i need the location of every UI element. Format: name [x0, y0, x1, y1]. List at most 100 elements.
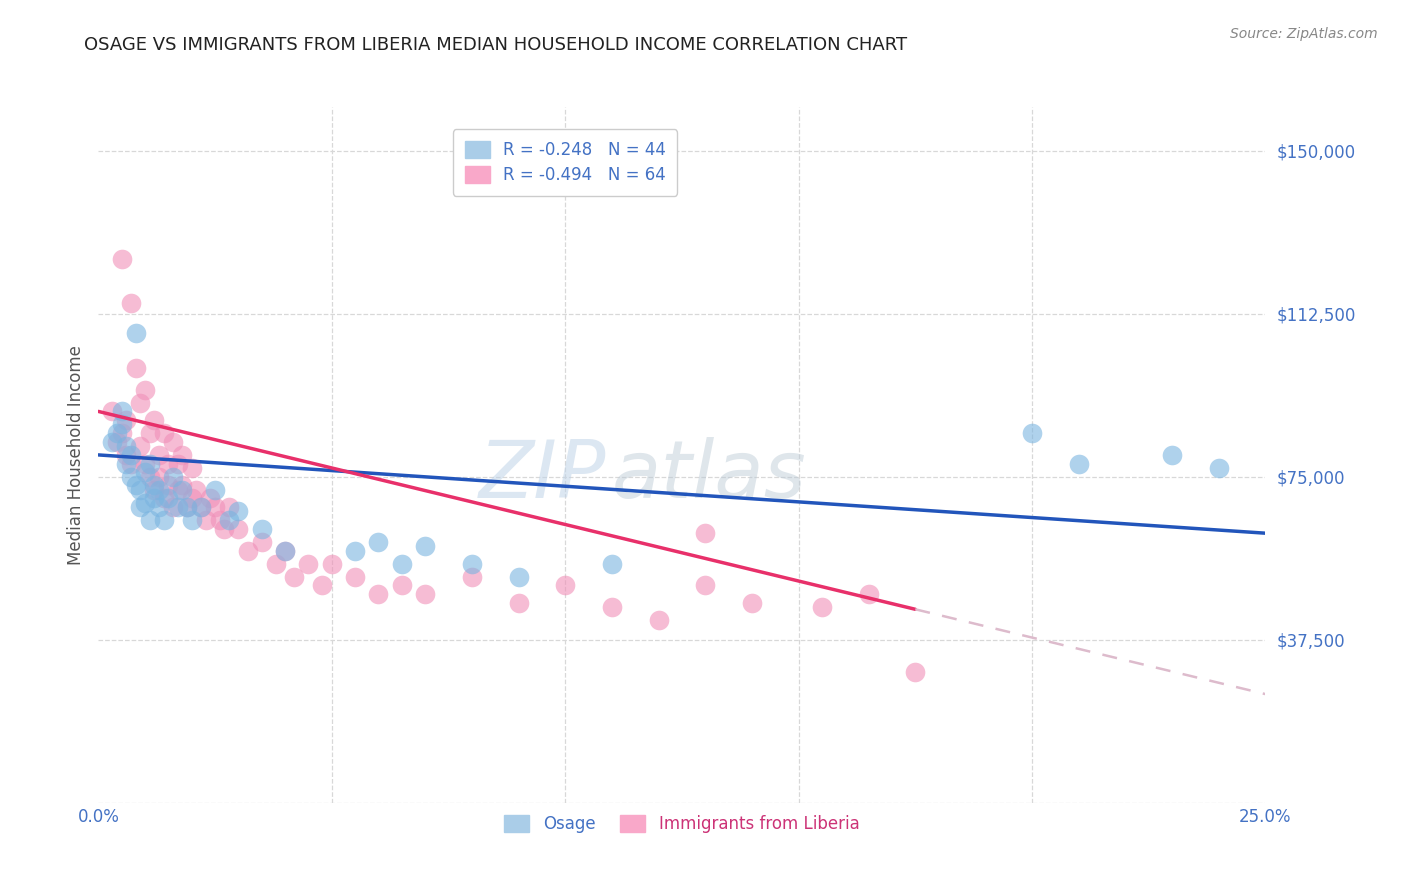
- Point: [1208, 461, 1230, 475]
- Point: [1021, 426, 1043, 441]
- Point: [111, 417, 134, 432]
- Y-axis label: Median Household Income: Median Household Income: [66, 345, 84, 565]
- Point: [129, 483, 152, 497]
- Point: [647, 613, 669, 627]
- Point: [162, 469, 184, 483]
- Point: [321, 557, 343, 571]
- Point: [139, 513, 162, 527]
- Point: [115, 439, 138, 453]
- Point: [129, 500, 152, 514]
- Text: OSAGE VS IMMIGRANTS FROM LIBERIA MEDIAN HOUSEHOLD INCOME CORRELATION CHART: OSAGE VS IMMIGRANTS FROM LIBERIA MEDIAN …: [84, 36, 907, 54]
- Point: [204, 500, 226, 514]
- Text: ZIP: ZIP: [478, 437, 606, 515]
- Point: [152, 491, 174, 506]
- Point: [391, 557, 413, 571]
- Point: [274, 543, 297, 558]
- Point: [105, 426, 128, 441]
- Point: [508, 596, 530, 610]
- Point: [218, 500, 240, 514]
- Point: [148, 500, 170, 514]
- Point: [111, 252, 134, 267]
- Point: [311, 578, 333, 592]
- Point: [236, 543, 259, 558]
- Point: [1161, 448, 1184, 462]
- Point: [194, 513, 217, 527]
- Point: [111, 426, 134, 441]
- Point: [297, 557, 319, 571]
- Legend: Osage, Immigrants from Liberia: Osage, Immigrants from Liberia: [495, 805, 869, 843]
- Point: [283, 570, 305, 584]
- Point: [148, 469, 170, 483]
- Point: [367, 587, 389, 601]
- Point: [125, 478, 148, 492]
- Point: [1067, 457, 1090, 471]
- Point: [186, 483, 208, 497]
- Point: [172, 483, 194, 497]
- Point: [120, 295, 142, 310]
- Point: [139, 457, 162, 471]
- Point: [695, 526, 717, 541]
- Point: [101, 434, 124, 449]
- Point: [344, 543, 367, 558]
- Point: [134, 466, 156, 480]
- Point: [218, 513, 240, 527]
- Point: [180, 461, 202, 475]
- Point: [904, 665, 927, 680]
- Point: [120, 448, 142, 462]
- Text: Source: ZipAtlas.com: Source: ZipAtlas.com: [1230, 27, 1378, 41]
- Point: [143, 413, 166, 427]
- Point: [157, 478, 180, 492]
- Point: [190, 500, 212, 514]
- Point: [367, 534, 389, 549]
- Point: [554, 578, 576, 592]
- Point: [115, 413, 138, 427]
- Point: [214, 522, 236, 536]
- Point: [125, 360, 148, 375]
- Point: [180, 491, 202, 506]
- Text: atlas: atlas: [612, 437, 807, 515]
- Point: [858, 587, 880, 601]
- Point: [695, 578, 717, 592]
- Point: [129, 395, 152, 409]
- Point: [143, 483, 166, 497]
- Point: [166, 483, 188, 497]
- Point: [461, 570, 484, 584]
- Point: [228, 504, 250, 518]
- Point: [134, 496, 156, 510]
- Point: [413, 539, 436, 553]
- Point: [190, 500, 212, 514]
- Point: [148, 483, 170, 497]
- Point: [204, 483, 226, 497]
- Point: [166, 500, 188, 514]
- Point: [125, 326, 148, 340]
- Point: [391, 578, 413, 592]
- Point: [143, 491, 166, 506]
- Point: [344, 570, 367, 584]
- Point: [139, 426, 162, 441]
- Point: [105, 434, 128, 449]
- Point: [129, 439, 152, 453]
- Point: [115, 457, 138, 471]
- Point: [148, 448, 170, 462]
- Point: [508, 570, 530, 584]
- Point: [600, 557, 623, 571]
- Point: [115, 448, 138, 462]
- Point: [134, 383, 156, 397]
- Point: [208, 513, 231, 527]
- Point: [120, 469, 142, 483]
- Point: [172, 478, 194, 492]
- Point: [264, 557, 287, 571]
- Point: [413, 587, 436, 601]
- Point: [811, 600, 834, 615]
- Point: [143, 478, 166, 492]
- Point: [180, 513, 202, 527]
- Point: [157, 457, 180, 471]
- Point: [200, 491, 222, 506]
- Point: [176, 500, 198, 514]
- Point: [274, 543, 297, 558]
- Point: [134, 457, 156, 471]
- Point: [250, 534, 273, 549]
- Point: [162, 434, 184, 449]
- Point: [461, 557, 484, 571]
- Point: [120, 457, 142, 471]
